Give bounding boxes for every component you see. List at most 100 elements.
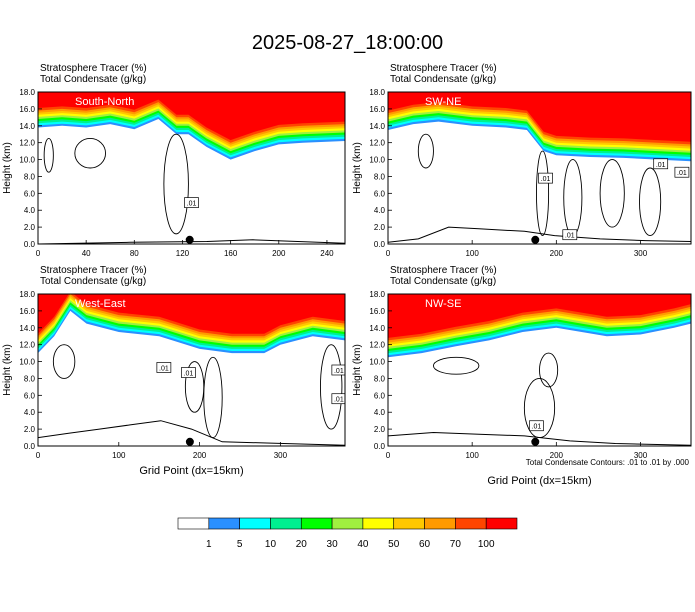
x-tick-label: 100 [465, 451, 479, 460]
contour-note: Total Condensate Contours: .01 to .01 by… [526, 458, 690, 467]
contour-label: .01 [677, 170, 687, 177]
tracer-band-10 [38, 92, 345, 141]
legend-label: 10 [265, 539, 277, 550]
chart-panel-4: Stratosphere Tracer (%)Total Condensate … [352, 265, 692, 487]
contour-label: .01 [334, 368, 344, 375]
contour-label: .01 [541, 176, 551, 183]
tracer-band-10 [38, 294, 345, 334]
legend-swatch [424, 517, 456, 530]
panel-frame [387, 293, 692, 447]
y-tick-label: 6.0 [24, 189, 36, 198]
contour-label: .01 [159, 365, 169, 372]
legend-swatch [239, 517, 271, 530]
panel-subtitle-condensate: Total Condensate (g/kg) [390, 74, 496, 85]
location-marker [185, 235, 194, 244]
y-axis-label: Height (km) [352, 344, 363, 396]
condensate-contour [536, 150, 550, 237]
panel-subtitle-tracer: Stratosphere Tracer (%) [390, 63, 497, 74]
x-tick-label: 300 [634, 451, 648, 460]
tracer-band-10 [388, 294, 691, 338]
panel-subtitle-condensate: Total Condensate (g/kg) [390, 276, 496, 287]
panel-title: SW-NE [425, 96, 461, 108]
x-tick-label: 0 [36, 451, 41, 460]
y-axis-label: Height (km) [2, 344, 13, 396]
contour-label: .01 [334, 397, 344, 404]
contour-label-box [674, 166, 690, 178]
contour-label: .01 [532, 424, 542, 431]
legend-swatch [362, 517, 395, 530]
contour-label: .01 [184, 371, 194, 378]
panel-subtitle-tracer: Stratosphere Tracer (%) [390, 265, 497, 276]
y-tick-label: 10.0 [369, 156, 385, 165]
x-axis-label: Grid Point (dx=15km) [139, 465, 243, 477]
y-tick-label: 18.0 [369, 290, 385, 299]
condensate-contour [319, 344, 343, 430]
panel-title: South-North [75, 96, 134, 108]
contour-label: .01 [565, 233, 575, 240]
legend-label: 100 [478, 539, 495, 550]
y-tick-label: 10.0 [19, 358, 35, 367]
y-tick-label: 12.0 [19, 139, 35, 148]
contour-label-box [331, 393, 345, 405]
legend-swatch [331, 517, 364, 530]
legend-label: 40 [357, 539, 369, 550]
y-axis-label: Height (km) [352, 142, 363, 194]
y-tick-label: 8.0 [374, 172, 386, 181]
y-tick-label: 4.0 [24, 408, 36, 417]
condensate-contour [417, 133, 434, 169]
y-tick-label: 12.0 [19, 341, 35, 350]
y-tick-label: 16.0 [369, 105, 385, 114]
tracer-band-10 [388, 92, 691, 142]
legend-label: 60 [419, 539, 431, 550]
legend-swatch [393, 517, 425, 530]
legend-swatch [177, 517, 210, 530]
y-tick-label: 4.0 [374, 206, 386, 215]
contour-label-box [538, 172, 553, 184]
panel-frame [37, 293, 346, 447]
y-tick-label: 16.0 [19, 105, 35, 114]
condensate-contour [43, 137, 54, 173]
contour-label-box [562, 229, 578, 241]
legend-swatch [208, 517, 240, 530]
condensate-contour [163, 133, 189, 235]
y-tick-label: 2.0 [374, 425, 386, 434]
terrain-line [38, 420, 345, 446]
legend-label: 50 [388, 539, 400, 550]
condensate-contour [432, 356, 480, 375]
x-tick-label: 200 [272, 249, 286, 258]
panel-subtitle-condensate: Total Condensate (g/kg) [40, 74, 146, 85]
y-tick-label: 10.0 [19, 156, 35, 165]
panel-plot-area: .01 [38, 92, 345, 244]
y-tick-label: 10.0 [369, 358, 385, 367]
legend-swatch [270, 517, 302, 530]
condensate-contour [203, 356, 223, 439]
terrain-line [38, 239, 345, 244]
legend-swatch [485, 517, 518, 530]
legend-swatch [455, 517, 487, 530]
y-tick-label: 0.0 [374, 442, 386, 451]
x-tick-label: 160 [224, 249, 238, 258]
y-tick-label: 14.0 [19, 122, 35, 131]
contour-label-box [181, 367, 196, 378]
terrain-line [388, 431, 691, 446]
panel-title: West-East [75, 298, 126, 310]
legend-swatch [300, 517, 333, 530]
contour-label-box [529, 420, 544, 432]
y-tick-label: 16.0 [369, 307, 385, 316]
x-tick-label: 300 [634, 249, 648, 258]
y-tick-label: 8.0 [374, 374, 386, 383]
x-tick-label: 100 [465, 249, 479, 258]
condensate-contour [52, 344, 76, 379]
legend-label: 70 [450, 539, 462, 550]
panel-plot-area: .01 .01 .01 .01 [388, 92, 691, 244]
y-tick-label: 18.0 [19, 290, 35, 299]
y-tick-label: 8.0 [24, 172, 36, 181]
contour-label-box [331, 364, 345, 376]
panel-frame [387, 91, 692, 245]
y-tick-label: 0.0 [374, 240, 386, 249]
x-tick-label: 0 [386, 249, 391, 258]
y-tick-label: 2.0 [374, 223, 386, 232]
panel-subtitle-tracer: Stratosphere Tracer (%) [40, 265, 147, 276]
y-tick-label: 8.0 [24, 374, 36, 383]
